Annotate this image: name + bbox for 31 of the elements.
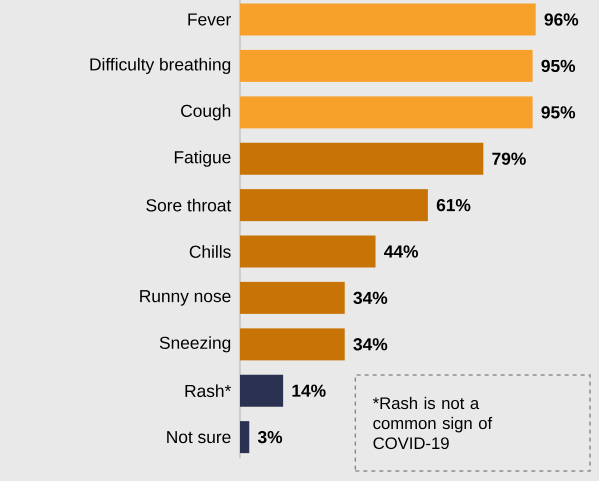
bar <box>240 96 533 128</box>
bar <box>240 328 345 360</box>
data-label: 61% <box>436 198 470 212</box>
bar <box>240 282 345 314</box>
y-tick-label: Sneezing <box>160 336 230 352</box>
y-tick-label: Not sure <box>167 431 230 444</box>
bar <box>240 142 484 175</box>
bar <box>240 189 428 222</box>
data-label: 79% <box>492 152 526 165</box>
y-tick-label: Sore throat <box>146 198 232 212</box>
y-tick-label: Fatigue <box>174 150 231 167</box>
data-label: 96% <box>544 13 578 26</box>
data-label: 44% <box>384 245 418 258</box>
bar <box>240 50 533 82</box>
y-tick-label: Runny nose <box>140 290 230 306</box>
bar <box>240 236 376 268</box>
bar <box>240 421 250 454</box>
y-tick-label: Difficulty breathing <box>90 58 230 74</box>
data-label: 95% <box>541 60 576 72</box>
data-label: 3% <box>258 430 282 444</box>
data-label: 95% <box>541 106 576 118</box>
y-tick-label: Cough <box>181 104 230 120</box>
annotation: *Rash is not a common sign of COVID-19 <box>372 396 492 450</box>
bar <box>240 374 284 407</box>
data-label: 34% <box>353 292 388 304</box>
data-label: 14% <box>292 384 326 397</box>
y-tick-label: Fever <box>188 13 231 26</box>
y-tick-label: Rash* <box>186 384 232 398</box>
y-tick-label: Chills <box>190 245 231 258</box>
data-label: 34% <box>353 338 388 350</box>
bar <box>240 4 536 36</box>
